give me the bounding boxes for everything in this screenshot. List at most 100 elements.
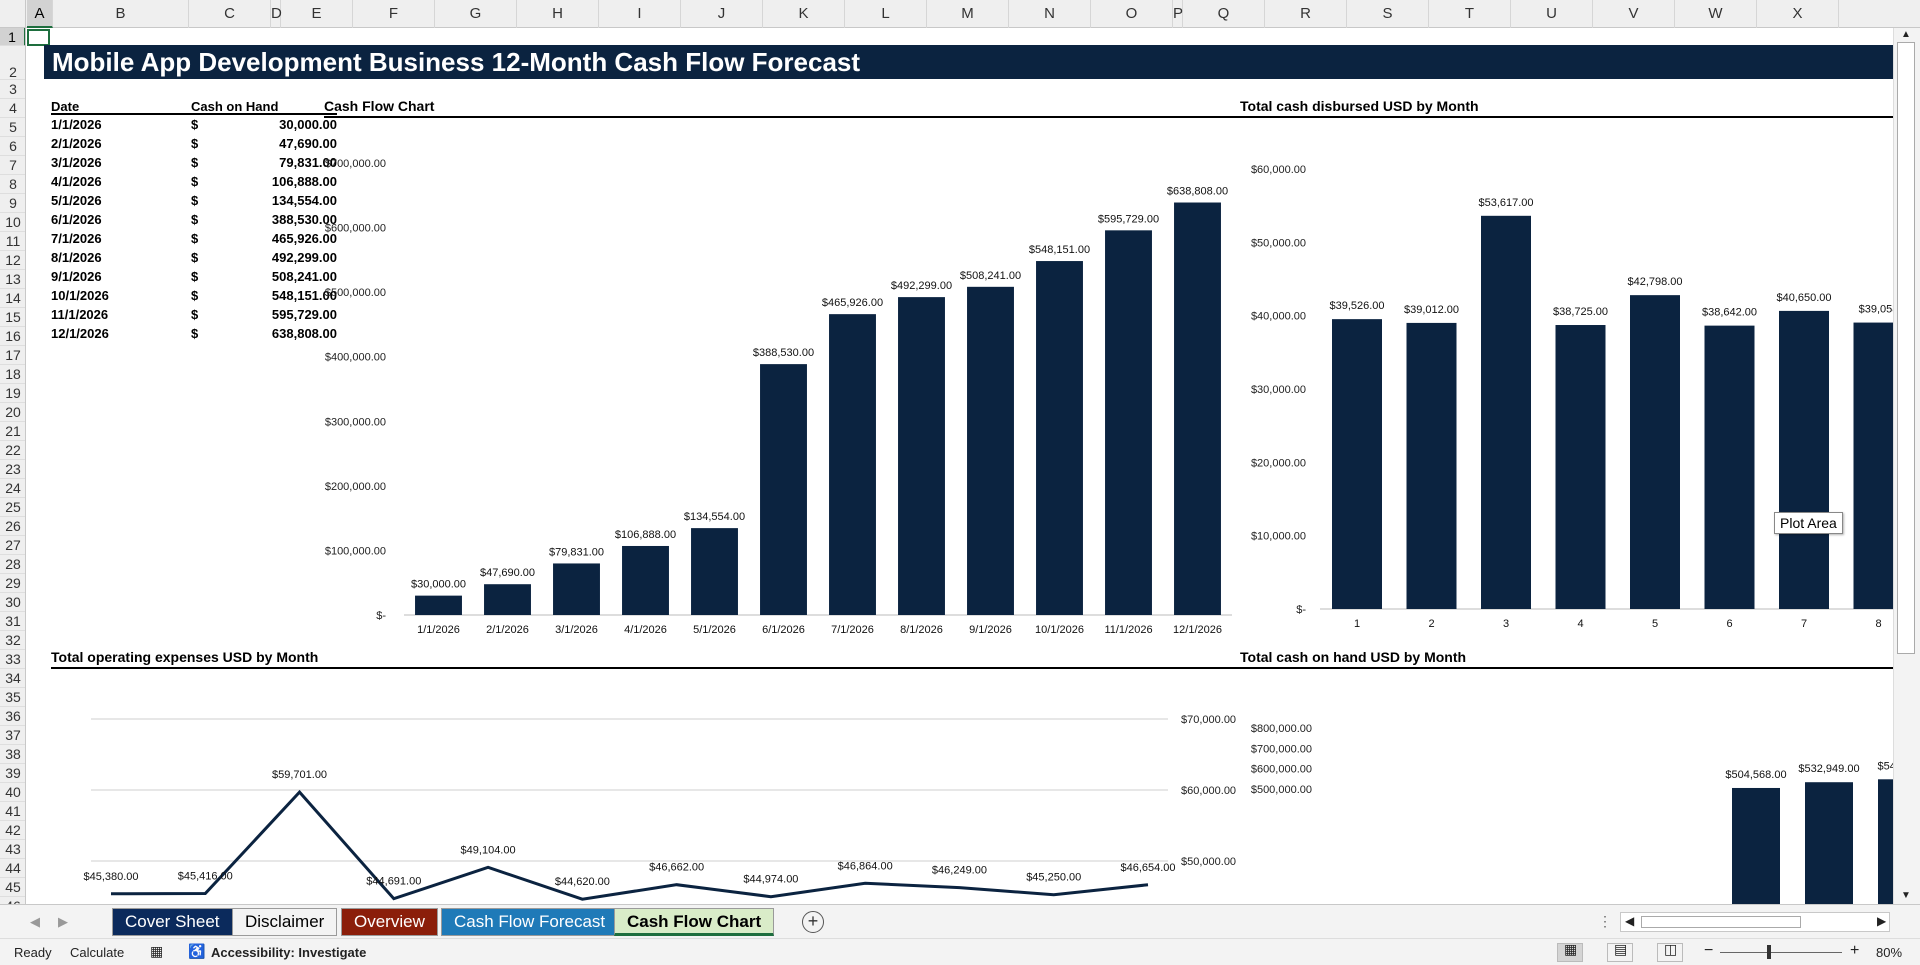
active-cell[interactable] (27, 29, 50, 46)
zoom-out-button[interactable]: − (1704, 942, 1714, 959)
tab-cash-flow-forecast[interactable]: Cash Flow Forecast (441, 908, 619, 936)
row-header-23[interactable]: 23 (0, 460, 25, 479)
row-header-11[interactable]: 11 (0, 232, 25, 251)
zoom-slider[interactable] (1720, 952, 1842, 953)
row-header-13[interactable]: 13 (0, 270, 25, 289)
row-header-34[interactable]: 34 (0, 669, 25, 688)
row-header-44[interactable]: 44 (0, 859, 25, 878)
scroll-left-icon[interactable]: ◀ (1625, 914, 1635, 928)
normal-view-button[interactable]: ▦ (1557, 941, 1583, 962)
row-header-12[interactable]: 12 (0, 251, 25, 270)
column-header-f[interactable]: F (353, 0, 435, 28)
accessibility-icon[interactable]: ♿ (188, 943, 206, 959)
row-header-19[interactable]: 19 (0, 384, 25, 403)
zoom-in-button[interactable]: + (1850, 942, 1860, 959)
row-header-29[interactable]: 29 (0, 574, 25, 593)
row-header-16[interactable]: 16 (0, 327, 25, 346)
zoom-slider-knob[interactable] (1767, 945, 1771, 959)
row-header-33[interactable]: 33 (0, 650, 25, 669)
accessibility-status[interactable]: Accessibility: Investigate (211, 945, 367, 960)
row-header-9[interactable]: 9 (0, 194, 25, 213)
row-header-1[interactable]: 1 (0, 28, 25, 46)
tab-split-handle-icon[interactable]: ⋮ (1598, 913, 1612, 929)
row-header-39[interactable]: 39 (0, 764, 25, 783)
column-header-h[interactable]: H (517, 0, 599, 28)
column-header-d[interactable]: D (271, 0, 282, 28)
column-header-m[interactable]: M (927, 0, 1009, 28)
column-header-v[interactable]: V (1593, 0, 1675, 28)
cash-on-hand-chart[interactable]: $500,000.00 $600,000.00 $700,000.00 $800,00… (1240, 674, 1893, 904)
row-header-22[interactable]: 22 (0, 441, 25, 460)
row-header-5[interactable]: 5 (0, 118, 25, 137)
column-header-k[interactable]: K (763, 0, 845, 28)
macro-icon[interactable]: ▦ (150, 943, 164, 959)
tab-next-icon[interactable]: ▶ (58, 914, 68, 929)
column-header-g[interactable]: G (435, 0, 517, 28)
column-header-o[interactable]: O (1091, 0, 1173, 28)
column-header-r[interactable]: R (1265, 0, 1347, 28)
tab-cash-flow-chart[interactable]: Cash Flow Chart (614, 908, 775, 936)
tab-disclaimer[interactable]: Disclaimer (232, 908, 338, 936)
row-header-37[interactable]: 37 (0, 726, 25, 745)
row-header-26[interactable]: 26 (0, 517, 25, 536)
column-header-q[interactable]: Q (1183, 0, 1265, 28)
row-header-32[interactable]: 32 (0, 631, 25, 650)
column-header-s[interactable]: S (1347, 0, 1429, 28)
cash-disbursed-chart[interactable]: $- $10,000.00 $20,000.00 $30,000.00 $40,000.… (1240, 121, 1893, 651)
row-header-46[interactable]: 46 (0, 897, 25, 904)
row-header-25[interactable]: 25 (0, 498, 25, 517)
row-header-15[interactable]: 15 (0, 308, 25, 327)
vertical-scroll-thumb[interactable] (1897, 42, 1915, 654)
row-header-4[interactable]: 4 (0, 99, 25, 118)
row-header-21[interactable]: 21 (0, 422, 25, 441)
row-header-14[interactable]: 14 (0, 289, 25, 308)
row-header-7[interactable]: 7 (0, 156, 25, 175)
tab-overview[interactable]: Overview (341, 908, 438, 936)
operating-expenses-chart[interactable]: $40,000.00$50,000.00$60,000.00$70,000.00… (51, 674, 1254, 904)
column-header-x[interactable]: X (1757, 0, 1839, 28)
row-header-2[interactable]: 2 (0, 46, 25, 80)
row-header-35[interactable]: 35 (0, 688, 25, 707)
row-header-27[interactable]: 27 (0, 536, 25, 555)
column-header-n[interactable]: N (1009, 0, 1091, 28)
row-header-31[interactable]: 31 (0, 612, 25, 631)
row-header-41[interactable]: 41 (0, 802, 25, 821)
column-header-l[interactable]: L (845, 0, 927, 28)
row-header-24[interactable]: 24 (0, 479, 25, 498)
select-all-corner[interactable] (0, 0, 26, 28)
column-header-p[interactable]: P (1173, 0, 1183, 28)
scroll-up-icon[interactable]: ▲ (1901, 29, 1911, 40)
row-header-38[interactable]: 38 (0, 745, 25, 764)
column-header-t[interactable]: T (1429, 0, 1511, 28)
row-header-28[interactable]: 28 (0, 555, 25, 574)
row-header-17[interactable]: 17 (0, 346, 25, 365)
horizontal-scrollbar[interactable]: ◀ ▶ (1620, 912, 1890, 932)
tab-prev-icon[interactable]: ◀ (30, 914, 40, 929)
row-header-10[interactable]: 10 (0, 213, 25, 232)
sheet-grid[interactable]: Mobile App Development Business 12-Month… (27, 29, 1893, 904)
vertical-scrollbar[interactable]: ▲ ▼ (1893, 28, 1920, 904)
column-header-a[interactable]: A (27, 0, 53, 28)
row-header-36[interactable]: 36 (0, 707, 25, 726)
row-header-40[interactable]: 40 (0, 783, 25, 802)
page-break-view-button[interactable]: ◫ (1657, 941, 1683, 962)
page-layout-view-button[interactable]: ▤ (1607, 941, 1633, 962)
row-header-6[interactable]: 6 (0, 137, 25, 156)
cash-flow-chart[interactable]: $- $100,000.00 $200,000.00 $300,000.00 $400,… (324, 121, 1244, 651)
zoom-level[interactable]: 80% (1876, 945, 1903, 960)
column-header-j[interactable]: J (681, 0, 763, 28)
row-header-45[interactable]: 45 (0, 878, 25, 897)
row-header-18[interactable]: 18 (0, 365, 25, 384)
row-header-20[interactable]: 20 (0, 403, 25, 422)
add-sheet-button[interactable]: + (802, 911, 824, 933)
horizontal-scroll-thumb[interactable] (1641, 916, 1801, 928)
tab-cover-sheet[interactable]: Cover Sheet (112, 908, 233, 936)
row-header-43[interactable]: 43 (0, 840, 25, 859)
column-header-c[interactable]: C (189, 0, 271, 28)
scroll-down-icon[interactable]: ▼ (1901, 890, 1911, 901)
calculate-button[interactable]: Calculate (70, 945, 125, 960)
column-header-b[interactable]: B (53, 0, 189, 28)
column-header-u[interactable]: U (1511, 0, 1593, 28)
row-header-3[interactable]: 3 (0, 80, 25, 99)
row-header-30[interactable]: 30 (0, 593, 25, 612)
